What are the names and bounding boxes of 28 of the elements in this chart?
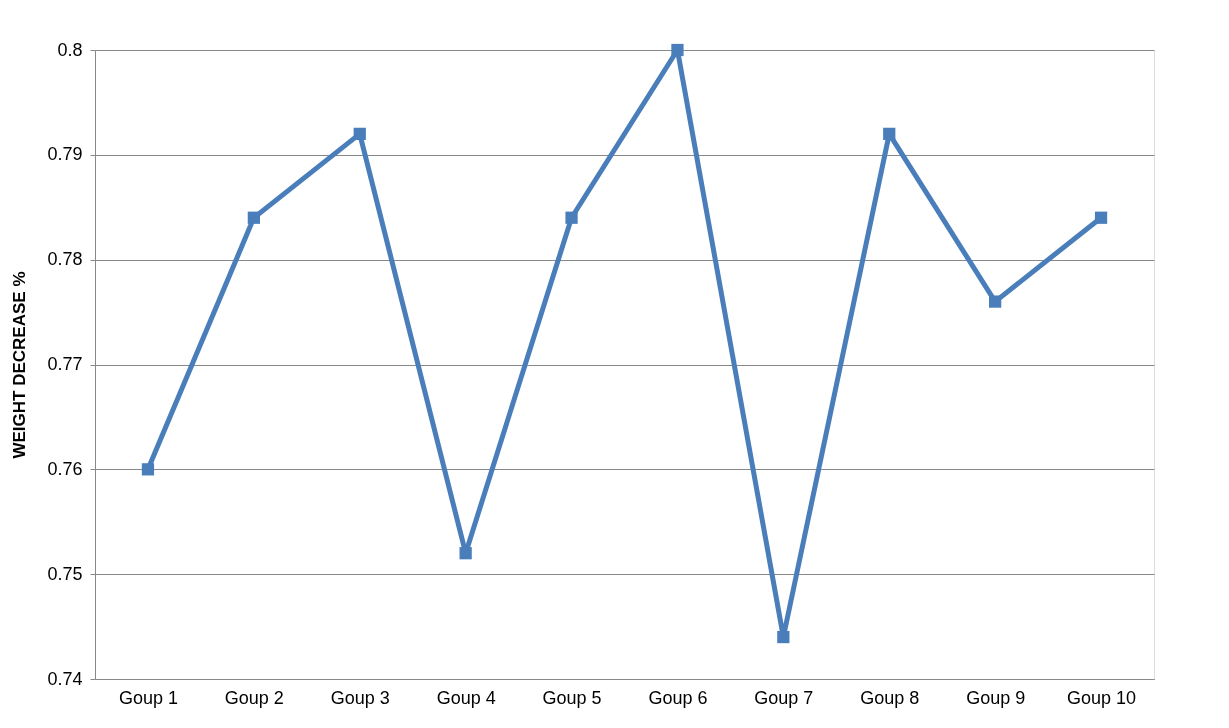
- x-tick-label: Goup 1: [118, 687, 178, 708]
- x-tick-label: Goup 9: [966, 687, 1026, 708]
- point: [671, 43, 684, 57]
- x-tick-label: Goup 5: [542, 687, 602, 708]
- point: [565, 211, 578, 224]
- point: [141, 463, 155, 476]
- point: [989, 295, 1002, 308]
- point: [883, 127, 896, 140]
- point: [459, 547, 472, 560]
- x-tick-label: Goup 4: [436, 687, 496, 708]
- x-tick-label: Goup 10: [1067, 687, 1137, 708]
- y-tick-label: 0.79: [47, 144, 83, 165]
- x-tick-label: Goup 3: [330, 687, 390, 708]
- y-axis-title: WEIGHT DECREASE %: [10, 271, 30, 459]
- y-tick-label: 0.74: [47, 668, 83, 689]
- x-tick-label: Goup 8: [860, 687, 920, 708]
- x-tick-label: Goup 2: [224, 687, 284, 708]
- y-tick-label: 0.77: [47, 354, 83, 374]
- point: [1094, 211, 1108, 224]
- y-tick-label: 0.78: [47, 249, 83, 270]
- y-tick-label: 0.76: [47, 458, 83, 479]
- point: [353, 127, 366, 140]
- x-tick-label: Goup 6: [648, 687, 708, 708]
- x-tick-label: Goup 7: [754, 687, 814, 708]
- y-tick-label: 0.8: [57, 39, 83, 60]
- point: [777, 630, 790, 644]
- point: [247, 211, 260, 224]
- y-tick-label: 0.75: [47, 563, 83, 584]
